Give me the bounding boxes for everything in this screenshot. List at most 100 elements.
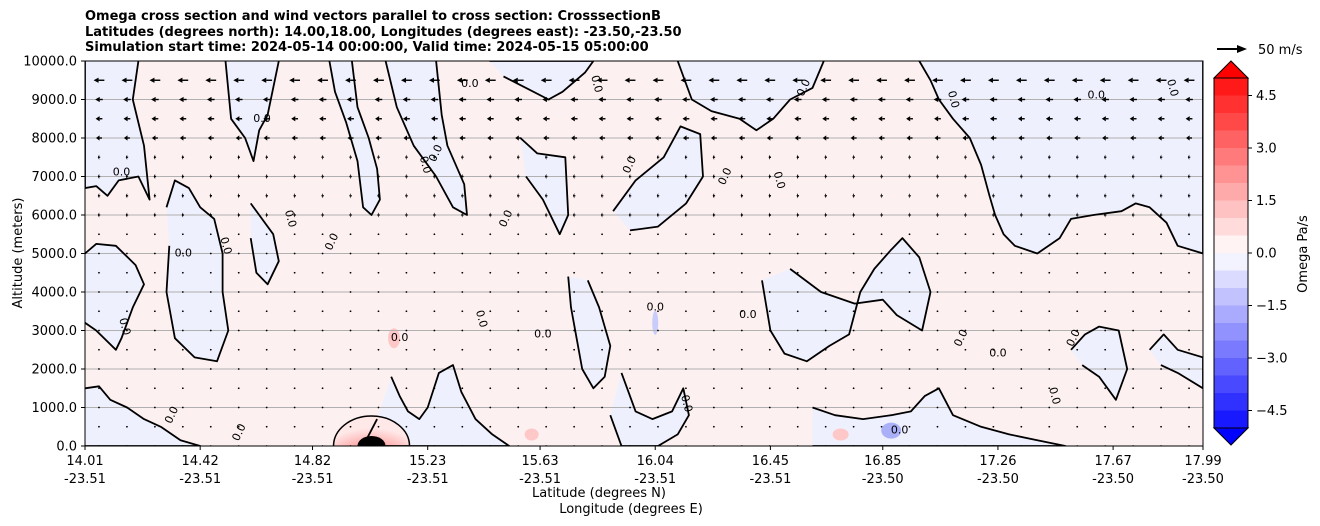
wind-vector-head: [317, 77, 323, 83]
wind-vector: [126, 291, 128, 293]
wind-vector: [126, 387, 128, 390]
wind-vector: [880, 271, 883, 274]
wind-vector-head: [570, 96, 575, 103]
wind-vector: [964, 406, 967, 409]
wind-vector: [489, 425, 492, 428]
wind-vector-head: [961, 96, 967, 103]
colorbar-band: [1214, 270, 1248, 289]
wind-vector: [153, 271, 156, 274]
wind-vector: [517, 233, 520, 236]
colorbar-tick-label: −4.5: [1256, 404, 1288, 419]
wind-vector: [1188, 271, 1190, 274]
wind-vector-head: [318, 96, 324, 103]
contour-label: 0.0: [391, 331, 409, 344]
wind-vector: [908, 252, 911, 255]
wind-vector-head: [1183, 77, 1189, 83]
wind-vector: [293, 291, 296, 293]
wind-vector: [293, 368, 296, 370]
x-tick-label-longitude: -23.50: [862, 472, 904, 487]
wind-vector: [1020, 387, 1023, 390]
wind-vector-head: [1017, 116, 1023, 122]
wind-vector: [1132, 406, 1135, 409]
wind-vector: [1160, 271, 1162, 274]
wind-vector-head: [1187, 212, 1190, 218]
wind-vector-head: [990, 135, 994, 141]
wind-vector: [1132, 368, 1135, 370]
x-tick-label-longitude: -23.51: [292, 472, 334, 487]
wind-vector: [377, 368, 380, 370]
wind-vector: [433, 310, 436, 313]
wind-vector-head: [1020, 154, 1022, 160]
wind-vector: [852, 329, 855, 332]
wind-vector: [1048, 252, 1051, 255]
colorbar-tick-label: 3.0: [1256, 142, 1277, 157]
wind-vector-head: [1020, 173, 1022, 180]
wind-vector-head: [1131, 212, 1134, 218]
wind-vector-head: [964, 154, 966, 160]
wind-vector: [601, 291, 603, 293]
wind-vector-head: [489, 173, 491, 180]
wind-vector-head: [740, 154, 743, 160]
wind-vector: [740, 291, 743, 293]
wind-vector: [573, 291, 576, 293]
wind-vector: [740, 310, 743, 313]
zero-contour: [328, 61, 381, 216]
wind-vector: [265, 406, 268, 409]
wind-vector: [601, 406, 603, 409]
wind-vector: [517, 271, 520, 274]
wind-vector: [265, 387, 268, 390]
wind-vector: [377, 348, 380, 351]
wind-vector-head: [1127, 77, 1133, 83]
wind-vector-head: [962, 135, 967, 141]
wind-vector: [796, 233, 799, 236]
wind-vector: [629, 310, 631, 313]
negative-omega-region: [568, 276, 611, 389]
wind-vector: [349, 406, 352, 409]
wind-vector: [181, 233, 184, 236]
wind-vector: [936, 233, 939, 236]
wind-vector: [1160, 252, 1162, 255]
wind-vector: [181, 329, 184, 332]
wind-vector: [712, 387, 715, 390]
zero-contour: [918, 61, 1203, 255]
wind-vector: [237, 233, 240, 236]
wind-vector: [964, 291, 967, 293]
wind-vector-head: [291, 116, 296, 122]
contour-labels: 0.0 0.0 0.0 0.0 0.0 0.0 0.0 0.0 0.0 0.0 0.0 0.0 0.0 0…: [113, 74, 1181, 443]
wind-vector: [517, 252, 520, 255]
wind-vector: [433, 387, 436, 390]
wind-vector: [601, 348, 603, 351]
wind-vector-head: [738, 135, 743, 141]
wind-vector-head: [992, 154, 994, 160]
wind-vector-head: [964, 212, 966, 218]
wind-vector: [936, 387, 939, 390]
wind-vector-head: [1103, 154, 1106, 160]
wind-vector: [880, 425, 883, 428]
wind-vector-head: [656, 212, 659, 218]
wind-vector: [1160, 406, 1162, 409]
wind-vector: [237, 387, 240, 390]
wind-vector-head: [405, 154, 407, 160]
wind-vector: [237, 291, 240, 293]
wind-vector: [349, 329, 352, 332]
wind-vector-head: [822, 135, 827, 141]
wind-vector: [433, 271, 436, 274]
wind-vector: [98, 406, 100, 409]
wind-vector-head: [600, 212, 603, 218]
negative-omega-blob: [652, 310, 659, 335]
negative-omega-region: [250, 203, 279, 285]
wind-vector: [98, 348, 100, 351]
wind-vector: [712, 368, 715, 370]
wind-vector-head: [684, 173, 687, 180]
wind-vector: [489, 368, 492, 370]
wind-vector: [1160, 368, 1162, 370]
wind-vector: [489, 291, 492, 293]
wind-vector-head: [598, 96, 603, 103]
wind-vector: [433, 406, 436, 409]
wind-vector: [1188, 252, 1190, 255]
wind-vector: [349, 271, 352, 274]
x-tick-label-latitude: 17.26: [979, 454, 1016, 469]
wind-vector: [1076, 387, 1079, 390]
y-tick-label: 6000.0: [32, 209, 78, 224]
wind-vector: [209, 252, 212, 255]
